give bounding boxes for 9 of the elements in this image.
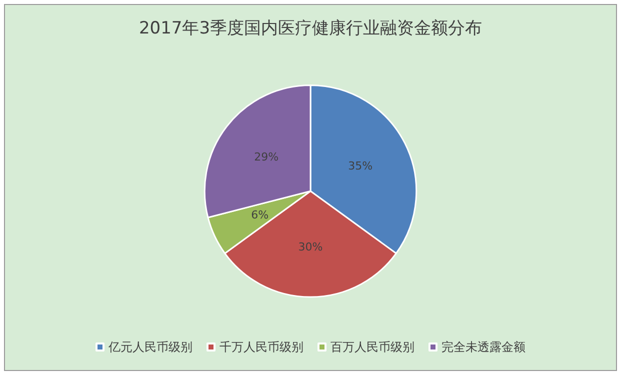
data-label: 6% <box>251 208 269 222</box>
chart-title: 2017年3季度国内医疗健康行业融资金额分布 <box>138 18 482 38</box>
data-label: 35% <box>348 159 373 172</box>
legend-label: 千万人民币级别 <box>220 340 304 354</box>
legend-label: 百万人民币级别 <box>330 340 414 354</box>
legend-label: 亿元人民币级别 <box>108 340 192 354</box>
data-label: 30% <box>298 240 323 254</box>
data-label: 29% <box>254 150 279 164</box>
legend-label: 完全未透露金额 <box>442 340 526 354</box>
